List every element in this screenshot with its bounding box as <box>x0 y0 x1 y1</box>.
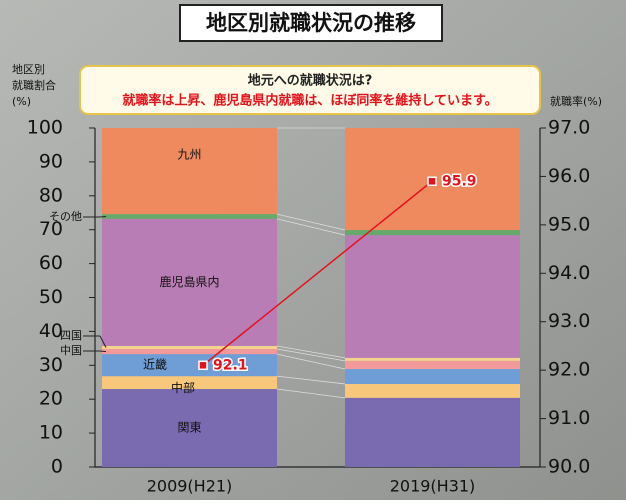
series-label: 中国 <box>60 344 82 357</box>
rate-marker <box>427 176 437 187</box>
bar-segment <box>102 218 277 346</box>
callout-text: 就職率は上昇、鹿児島県内就職は、ほぼ同率を維持しています。 <box>122 93 497 109</box>
bar-segment <box>345 369 520 384</box>
bar-segment <box>345 383 520 398</box>
callout-heading: 地元への就職状況は? <box>248 73 373 89</box>
bar-segment <box>345 360 520 370</box>
rate-label: 92.1 <box>213 357 248 373</box>
rate-line <box>202 180 433 366</box>
y-axis-label: (%) <box>12 95 31 108</box>
leader-line <box>99 335 107 348</box>
y-tick-label: 70 <box>39 218 63 240</box>
y-tick-label: 90 <box>39 150 63 172</box>
connector <box>276 213 346 231</box>
y-tick-label: 40 <box>39 320 63 342</box>
y-tick-label: 20 <box>39 388 63 410</box>
rate-marker <box>198 360 208 371</box>
y-tick-label: 80 <box>39 184 63 206</box>
connector <box>276 375 346 385</box>
series-label: 関東 <box>177 421 201 435</box>
y2-tick-label: 97.0 <box>548 117 590 139</box>
bar-segment <box>102 376 277 390</box>
y2-tick-label: 93.0 <box>548 310 590 332</box>
y2-tick-label: 90.0 <box>548 456 590 478</box>
bar-segment <box>102 354 277 377</box>
y-tick-label: 50 <box>39 286 63 308</box>
bar-segment <box>102 345 277 350</box>
title-box <box>179 4 443 42</box>
y-tick-label: 60 <box>39 252 63 274</box>
connector <box>276 345 346 359</box>
connector <box>276 348 346 362</box>
series-label: 九州 <box>177 148 201 162</box>
connector <box>276 218 346 236</box>
leader-line <box>99 215 107 218</box>
x-tick-label: 2009(H21) <box>147 477 233 496</box>
leader-line <box>99 350 107 353</box>
chart-title: 地区別就職状況の推移 <box>206 11 416 35</box>
bar-segment <box>345 397 520 467</box>
bar-segment <box>345 230 520 236</box>
bar-segment <box>345 235 520 358</box>
bar-segment <box>102 389 277 467</box>
rate-label: 95.9 <box>442 173 477 189</box>
connector <box>276 388 346 399</box>
y-axis-label: 就職割合 <box>12 78 56 92</box>
bar-segment <box>345 357 520 361</box>
series-label: 近畿 <box>143 358 167 372</box>
y-tick-label: 10 <box>39 422 63 444</box>
bar-segment <box>102 349 277 355</box>
series-label: 四国 <box>60 329 82 342</box>
bar-segment <box>102 214 277 219</box>
y2-tick-label: 91.0 <box>548 407 590 429</box>
y-axis-label: 地区別 <box>12 63 45 76</box>
bar-segment <box>102 128 277 215</box>
series-label: 中部 <box>171 380 195 395</box>
y-tick-label: 100 <box>27 117 63 139</box>
y-tick-label: 30 <box>39 354 63 376</box>
series-label: その他 <box>49 210 82 223</box>
callout-box <box>79 65 541 115</box>
y2-tick-label: 94.0 <box>548 262 590 284</box>
y2-tick-label: 95.0 <box>548 213 590 235</box>
series-label: 鹿児島県内 <box>159 274 219 289</box>
y2-tick-label: 92.0 <box>548 359 590 381</box>
y-tick-label: 0 <box>51 456 63 478</box>
y2-axis-label: 就職率(%) <box>550 94 602 108</box>
y2-tick-label: 96.0 <box>548 165 590 187</box>
x-tick-label: 2019(H31) <box>390 477 476 496</box>
connector <box>276 353 346 370</box>
